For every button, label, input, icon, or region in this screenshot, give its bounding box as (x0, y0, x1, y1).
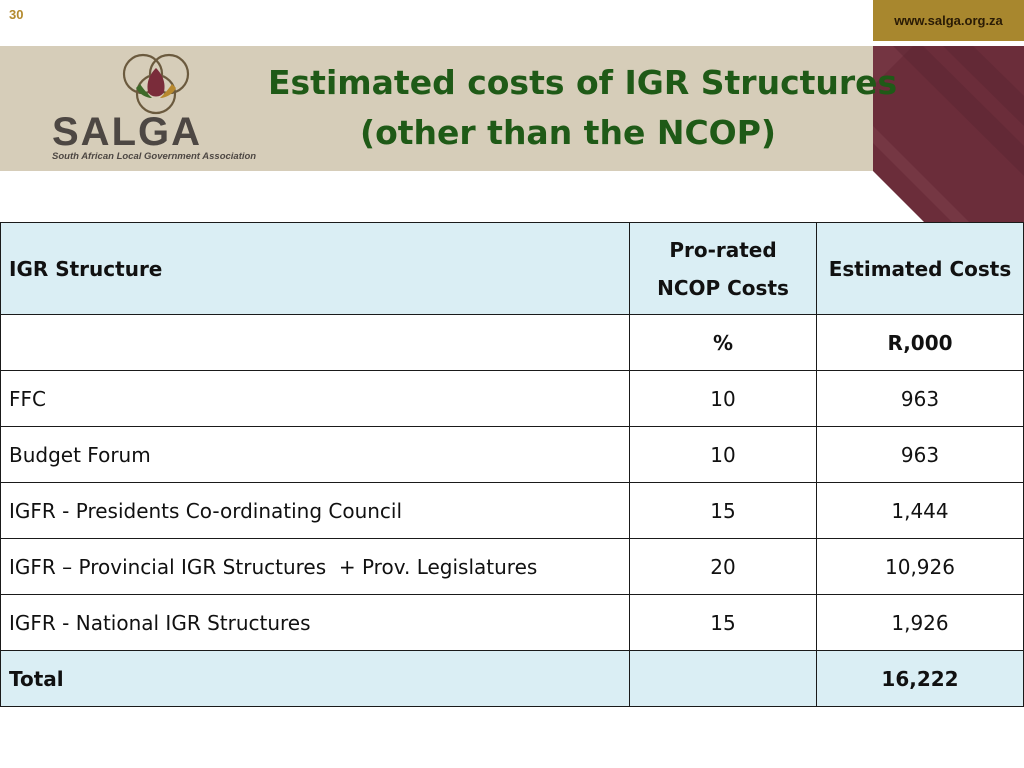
total-cost: 16,222 (816, 650, 1024, 707)
row-structure: Budget Forum (0, 426, 630, 483)
unit-percent: % (629, 314, 817, 371)
total-label: Total (0, 650, 630, 707)
unit-structure (0, 314, 630, 371)
page-number: 30 (9, 7, 24, 22)
table-header-row: IGR Structure Pro-rated NCOP Costs Estim… (0, 222, 1024, 315)
slide-title: Estimated costs of IGR Structures (other… (268, 58, 898, 158)
row-cost: 963 (816, 426, 1024, 483)
header-estimated-costs: Estimated Costs (816, 222, 1024, 315)
salga-logo (48, 52, 263, 164)
row-cost: 963 (816, 370, 1024, 427)
title-line-2: (other than the NCOP) (360, 113, 776, 152)
row-percent: 10 (629, 370, 817, 427)
row-structure: FFC (0, 370, 630, 427)
row-percent: 10 (629, 426, 817, 483)
row-structure: IGFR - National IGR Structures (0, 594, 630, 651)
table-units-row: % R,000 (0, 314, 1024, 371)
row-percent: 20 (629, 538, 817, 595)
logo-subtitle: South African Local Government Associati… (52, 151, 257, 162)
table-row: IGFR - National IGR Structures 15 1,926 (0, 594, 1024, 651)
row-cost: 1,444 (816, 482, 1024, 539)
table-row: Budget Forum 10 963 (0, 426, 1024, 483)
title-line-1: Estimated costs of IGR Structures (268, 63, 898, 102)
unit-rand: R,000 (816, 314, 1024, 371)
row-cost: 1,926 (816, 594, 1024, 651)
total-percent (629, 650, 817, 707)
logo-wordmark: SALGA (52, 110, 202, 154)
row-structure: IGFR - Presidents Co-ordinating Council (0, 482, 630, 539)
row-cost: 10,926 (816, 538, 1024, 595)
row-percent: 15 (629, 482, 817, 539)
table-row: IGFR - Presidents Co-ordinating Council … (0, 482, 1024, 539)
decorative-stripes (873, 46, 1024, 223)
salga-emblem-icon (122, 53, 190, 115)
table-row: IGFR – Provincial IGR Structures + Prov.… (0, 538, 1024, 595)
header-band (0, 46, 873, 171)
table-row: FFC 10 963 (0, 370, 1024, 427)
header-igr-structure: IGR Structure (0, 222, 630, 315)
row-percent: 15 (629, 594, 817, 651)
header-prorated-ncop: Pro-rated NCOP Costs (629, 222, 817, 315)
table-total-row: Total 16,222 (0, 650, 1024, 707)
row-structure: IGFR – Provincial IGR Structures + Prov.… (0, 538, 630, 595)
website-url[interactable]: www.salga.org.za (873, 0, 1024, 41)
igr-costs-table: IGR Structure Pro-rated NCOP Costs Estim… (0, 222, 1024, 707)
